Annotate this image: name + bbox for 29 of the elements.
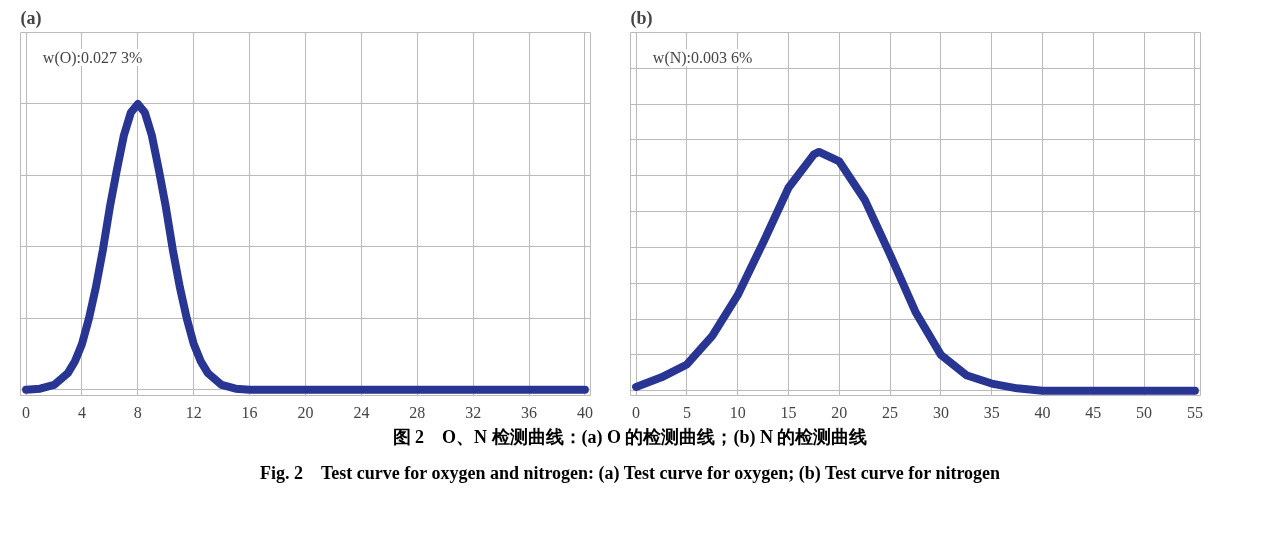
caption: Fig. 2 Test curve for oxygen and nitrogen: (a) Test curve for oxygen; (b) Test curve for nitrogen [259, 461, 1001, 485]
x-tick-label: 25 [882, 403, 899, 421]
x-tick-label: 0 [632, 403, 641, 421]
x-tick-label: 36 [521, 403, 538, 421]
x-tick-label: 20 [297, 403, 314, 421]
x-tick-label: 20 [831, 403, 848, 421]
x-tick-label: 8 [133, 403, 142, 421]
chart-title: (b) [630, 7, 653, 29]
x-tick-label: 50 [1136, 403, 1153, 421]
x-tick-label: 40 [1034, 403, 1051, 421]
x-tick-label: 40 [576, 403, 593, 421]
x-tick-label: 28 [409, 403, 426, 421]
x-tick-label: 5 [682, 403, 691, 421]
x-tick-label: 15 [780, 403, 797, 421]
x-tick-label: 4 [77, 403, 86, 421]
x-tick-label: 12 [185, 403, 202, 421]
caption: 图 2 O、N 检测曲线：(a) O 的检测曲线；(b) N 的检测曲线 [392, 426, 868, 449]
x-tick-label: 10 [729, 403, 746, 421]
x-tick-label: 0 [22, 403, 31, 421]
x-tick-label: 30 [932, 403, 949, 421]
text: w(O):0.027 3% [42, 49, 143, 68]
x-tick-label: 45 [1085, 403, 1102, 421]
text: w(N):0.003 6% [652, 49, 753, 68]
x-tick-label: 16 [241, 403, 258, 421]
x-tick-label: 32 [465, 403, 482, 421]
x-tick-label: 55 [1186, 403, 1203, 421]
x-tick-label: 24 [353, 403, 370, 421]
chart-title: (a) [20, 7, 42, 29]
x-tick-label: 35 [983, 403, 1000, 421]
